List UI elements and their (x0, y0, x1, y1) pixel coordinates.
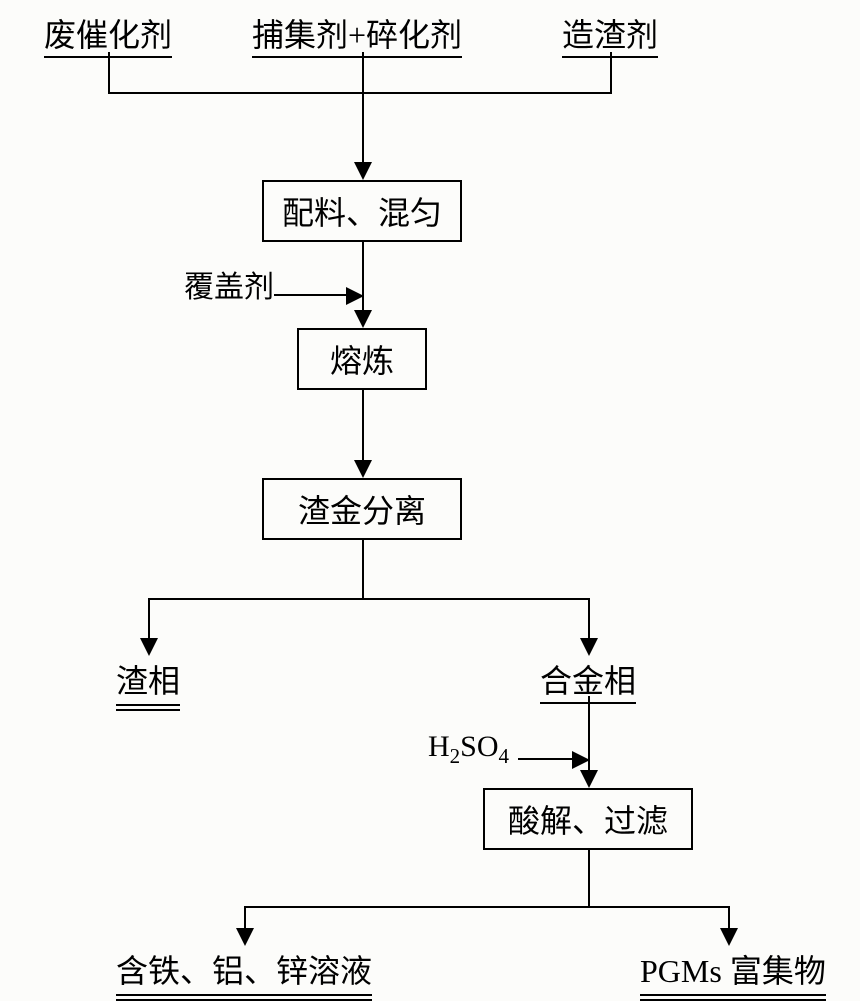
input-slag-former: 造渣剂 (562, 10, 658, 58)
box-mix: 配料、混匀 (262, 180, 462, 242)
box-separate: 渣金分离 (262, 478, 462, 540)
box-acid-filter: 酸解、过滤 (483, 788, 693, 850)
output-pgms: PGMs 富集物 (640, 946, 826, 1001)
input-cover-agent: 覆盖剂 (184, 262, 274, 306)
output-solution: 含铁、铝、锌溶液 (116, 946, 372, 1001)
box-smelt: 熔炼 (297, 328, 427, 390)
output-slag-phase: 渣相 (116, 656, 180, 711)
input-waste-catalyst: 废催化剂 (44, 10, 172, 58)
input-collector-crusher: 捕集剂+碎化剂 (252, 10, 462, 58)
input-sulfuric-acid: H2SO4 (428, 730, 509, 769)
